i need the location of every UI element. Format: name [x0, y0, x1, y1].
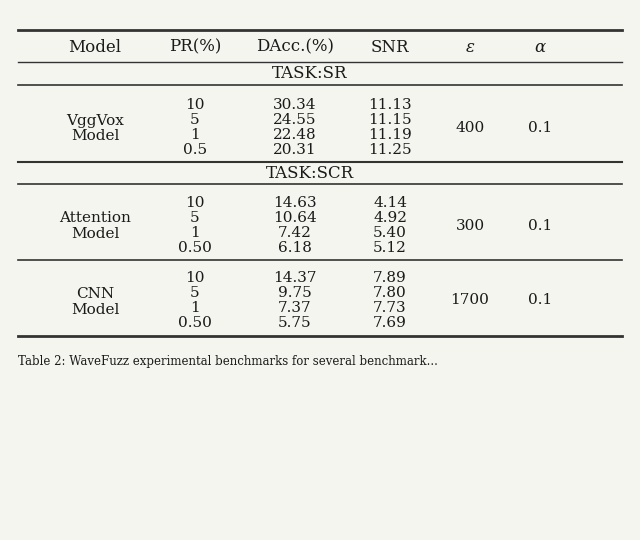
Text: 1: 1 — [190, 226, 200, 240]
Text: 4.92: 4.92 — [373, 211, 407, 225]
Text: 7.37: 7.37 — [278, 301, 312, 315]
Text: Model: Model — [71, 302, 119, 316]
Text: 5.75: 5.75 — [278, 316, 312, 330]
Text: 0.1: 0.1 — [528, 219, 552, 233]
Text: 6.18: 6.18 — [278, 241, 312, 255]
Text: SNR: SNR — [371, 38, 409, 56]
Text: 30.34: 30.34 — [273, 98, 317, 112]
Text: 1: 1 — [190, 301, 200, 315]
Text: 0.1: 0.1 — [528, 120, 552, 134]
Text: DAcc.(%): DAcc.(%) — [256, 38, 334, 56]
Text: 9.75: 9.75 — [278, 286, 312, 300]
Text: 24.55: 24.55 — [273, 113, 317, 127]
Text: 4.14: 4.14 — [373, 196, 407, 210]
Text: 0.50: 0.50 — [178, 241, 212, 255]
Text: 5: 5 — [190, 113, 200, 127]
Text: α: α — [534, 38, 546, 56]
Text: 10: 10 — [185, 271, 205, 285]
Text: TASK:SR: TASK:SR — [272, 65, 348, 83]
Text: 10: 10 — [185, 196, 205, 210]
Text: Model: Model — [71, 227, 119, 241]
Text: 14.63: 14.63 — [273, 196, 317, 210]
Text: 0.5: 0.5 — [183, 143, 207, 157]
Text: 5: 5 — [190, 211, 200, 225]
Text: Model: Model — [68, 38, 122, 56]
Text: 1: 1 — [190, 128, 200, 142]
Text: Attention: Attention — [59, 212, 131, 226]
Text: 11.19: 11.19 — [368, 128, 412, 142]
Text: 5.40: 5.40 — [373, 226, 407, 240]
Text: PR(%): PR(%) — [169, 38, 221, 56]
Text: 14.37: 14.37 — [273, 271, 317, 285]
Text: 300: 300 — [456, 219, 484, 233]
Text: ε: ε — [465, 38, 474, 56]
Text: 0.1: 0.1 — [528, 294, 552, 307]
Text: 11.13: 11.13 — [368, 98, 412, 112]
Text: 10: 10 — [185, 98, 205, 112]
Text: 20.31: 20.31 — [273, 143, 317, 157]
Text: 7.80: 7.80 — [373, 286, 407, 300]
Text: 7.73: 7.73 — [373, 301, 407, 315]
Text: 7.89: 7.89 — [373, 271, 407, 285]
Text: TASK:SCR: TASK:SCR — [266, 165, 354, 181]
Text: 1700: 1700 — [451, 294, 490, 307]
Text: 400: 400 — [456, 120, 484, 134]
Text: 5: 5 — [190, 286, 200, 300]
Text: Model: Model — [71, 130, 119, 144]
Text: 11.25: 11.25 — [368, 143, 412, 157]
Text: CNN: CNN — [76, 287, 114, 300]
Text: VggVox: VggVox — [66, 113, 124, 127]
Text: 10.64: 10.64 — [273, 211, 317, 225]
Text: 7.69: 7.69 — [373, 316, 407, 330]
Text: 11.15: 11.15 — [368, 113, 412, 127]
Text: 5.12: 5.12 — [373, 241, 407, 255]
Text: 22.48: 22.48 — [273, 128, 317, 142]
Text: 0.50: 0.50 — [178, 316, 212, 330]
Text: Table 2: WaveFuzz experimental benchmarks for several benchmark...: Table 2: WaveFuzz experimental benchmark… — [18, 355, 438, 368]
Text: 7.42: 7.42 — [278, 226, 312, 240]
